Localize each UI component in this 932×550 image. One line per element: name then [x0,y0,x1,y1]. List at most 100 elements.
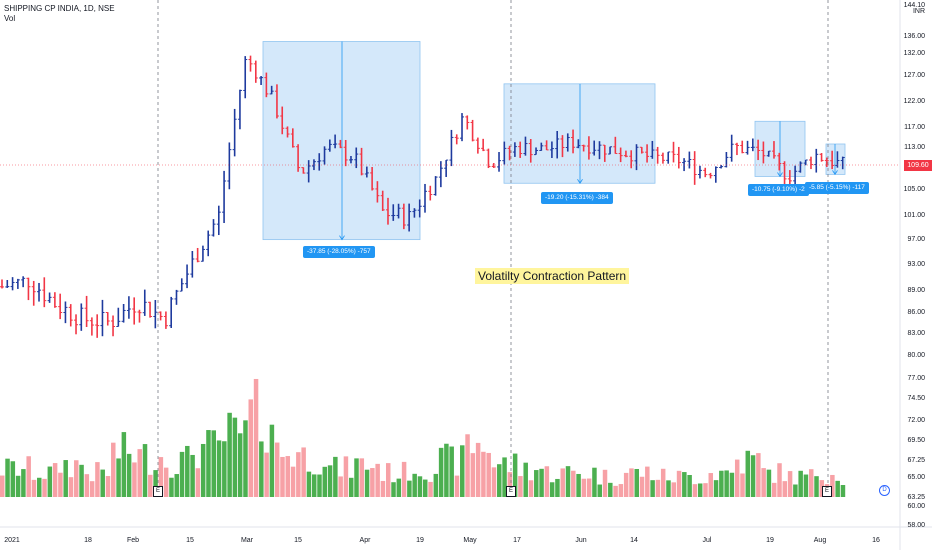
volume-bar [713,480,719,497]
volume-bar [798,470,803,497]
volume-bar [280,456,285,497]
volume-bar [645,466,650,497]
dividend-icon[interactable]: D [879,485,890,496]
volume-bar [475,442,481,497]
volume-bar [676,470,682,497]
time-tick-label: 18 [84,537,92,544]
volume-bar [576,473,581,497]
volume-bar [333,456,338,497]
volume-bar [253,378,259,497]
measure-box [503,83,656,184]
last-price-tag: 109.60 [904,160,932,171]
volume-bar [52,463,58,497]
volume-bar [634,468,639,497]
volume-bar [539,468,544,497]
time-tick-label: Feb [127,537,139,544]
volume-bar [248,399,254,497]
volume-bar [549,482,555,497]
volume-bar [777,463,782,497]
volume-bar [243,420,248,497]
volume-bar [830,474,835,497]
price-tick-label: 93.00 [907,261,925,268]
price-tick-label: 117.00 [904,124,925,131]
volume-bar [95,462,100,497]
volume-bar [740,473,745,497]
volume-bar [169,477,174,497]
price-tick-label: 89.00 [907,287,925,294]
price-tick-label: 65.00 [907,474,925,481]
price-tick-label: 83.00 [907,330,925,337]
volume-bar [31,479,37,497]
price-tick-label: 60.00 [907,503,925,510]
volume-bar [296,452,301,497]
time-tick-label: Jun [575,537,586,544]
volume-bar [306,471,312,497]
volume-bar [655,479,661,497]
volume-bar [597,484,602,497]
volume-bar [322,466,328,497]
volume-bar [343,456,349,497]
volume-bar [42,478,47,497]
volume-bar [745,450,751,497]
volume-bar [264,452,269,497]
earnings-badge[interactable]: E [822,486,832,497]
volume-bar [481,451,486,497]
volume-bar [608,482,613,497]
volume-bar [190,454,195,497]
volume-bar [512,453,518,497]
volume-bar [771,482,777,497]
time-tick-label: 15 [294,537,302,544]
currency-label: INR [913,8,925,15]
volume-bar [793,484,798,497]
volume-bar [581,478,587,497]
volume-bar [719,470,724,497]
volume-bar [555,478,560,497]
volume-bar [163,467,169,497]
price-tick-label: 97.00 [907,236,925,243]
volume-bar [423,479,428,497]
volume-bar [237,433,243,497]
price-tick-label: 101.00 [904,212,926,219]
volume-bar [37,477,42,497]
measure-box [262,41,421,241]
volume-bar [105,476,111,497]
volume-bar [623,472,629,497]
measure-label-4: -5.85 (-5.15%) -117 [805,182,869,194]
measure-boxes [262,41,846,241]
volume-bar [666,480,671,497]
volume-bar [195,468,201,497]
time-tick-label: Aug [814,537,827,544]
volume-bar [79,464,84,497]
volume-bar [639,476,645,497]
volume-bar [158,457,164,497]
price-tick-label: 58.00 [907,522,925,529]
price-tick-label: 72.00 [907,417,925,424]
volume-bar [814,476,819,497]
volume-bar [660,468,666,497]
volume-bar [364,469,370,497]
volume-bar [116,458,121,497]
volume-bar [803,474,809,497]
volume-bar [185,445,190,497]
measure-label-2: -19.20 (-15.31%) -384 [541,192,613,204]
volume-bar [433,473,439,497]
volume-bar [21,469,26,497]
volume-bar [629,468,634,497]
volume-bar [534,470,539,497]
earnings-badge[interactable]: E [153,486,163,497]
measure-arrowhead [777,172,783,178]
volume-bar [10,461,16,497]
volume-bar [26,456,31,497]
earnings-badge[interactable]: E [506,486,516,497]
volume-bar [417,476,423,497]
time-tick-label: 15 [186,537,194,544]
volume-bar [460,445,465,497]
volume-bar [840,485,846,497]
time-tick-label: 16 [872,537,880,544]
volume-bar [491,467,497,497]
volume-bar [613,485,618,497]
measure-arrowhead [577,179,583,185]
volume-bar [89,481,95,497]
volume-bar [697,483,703,497]
